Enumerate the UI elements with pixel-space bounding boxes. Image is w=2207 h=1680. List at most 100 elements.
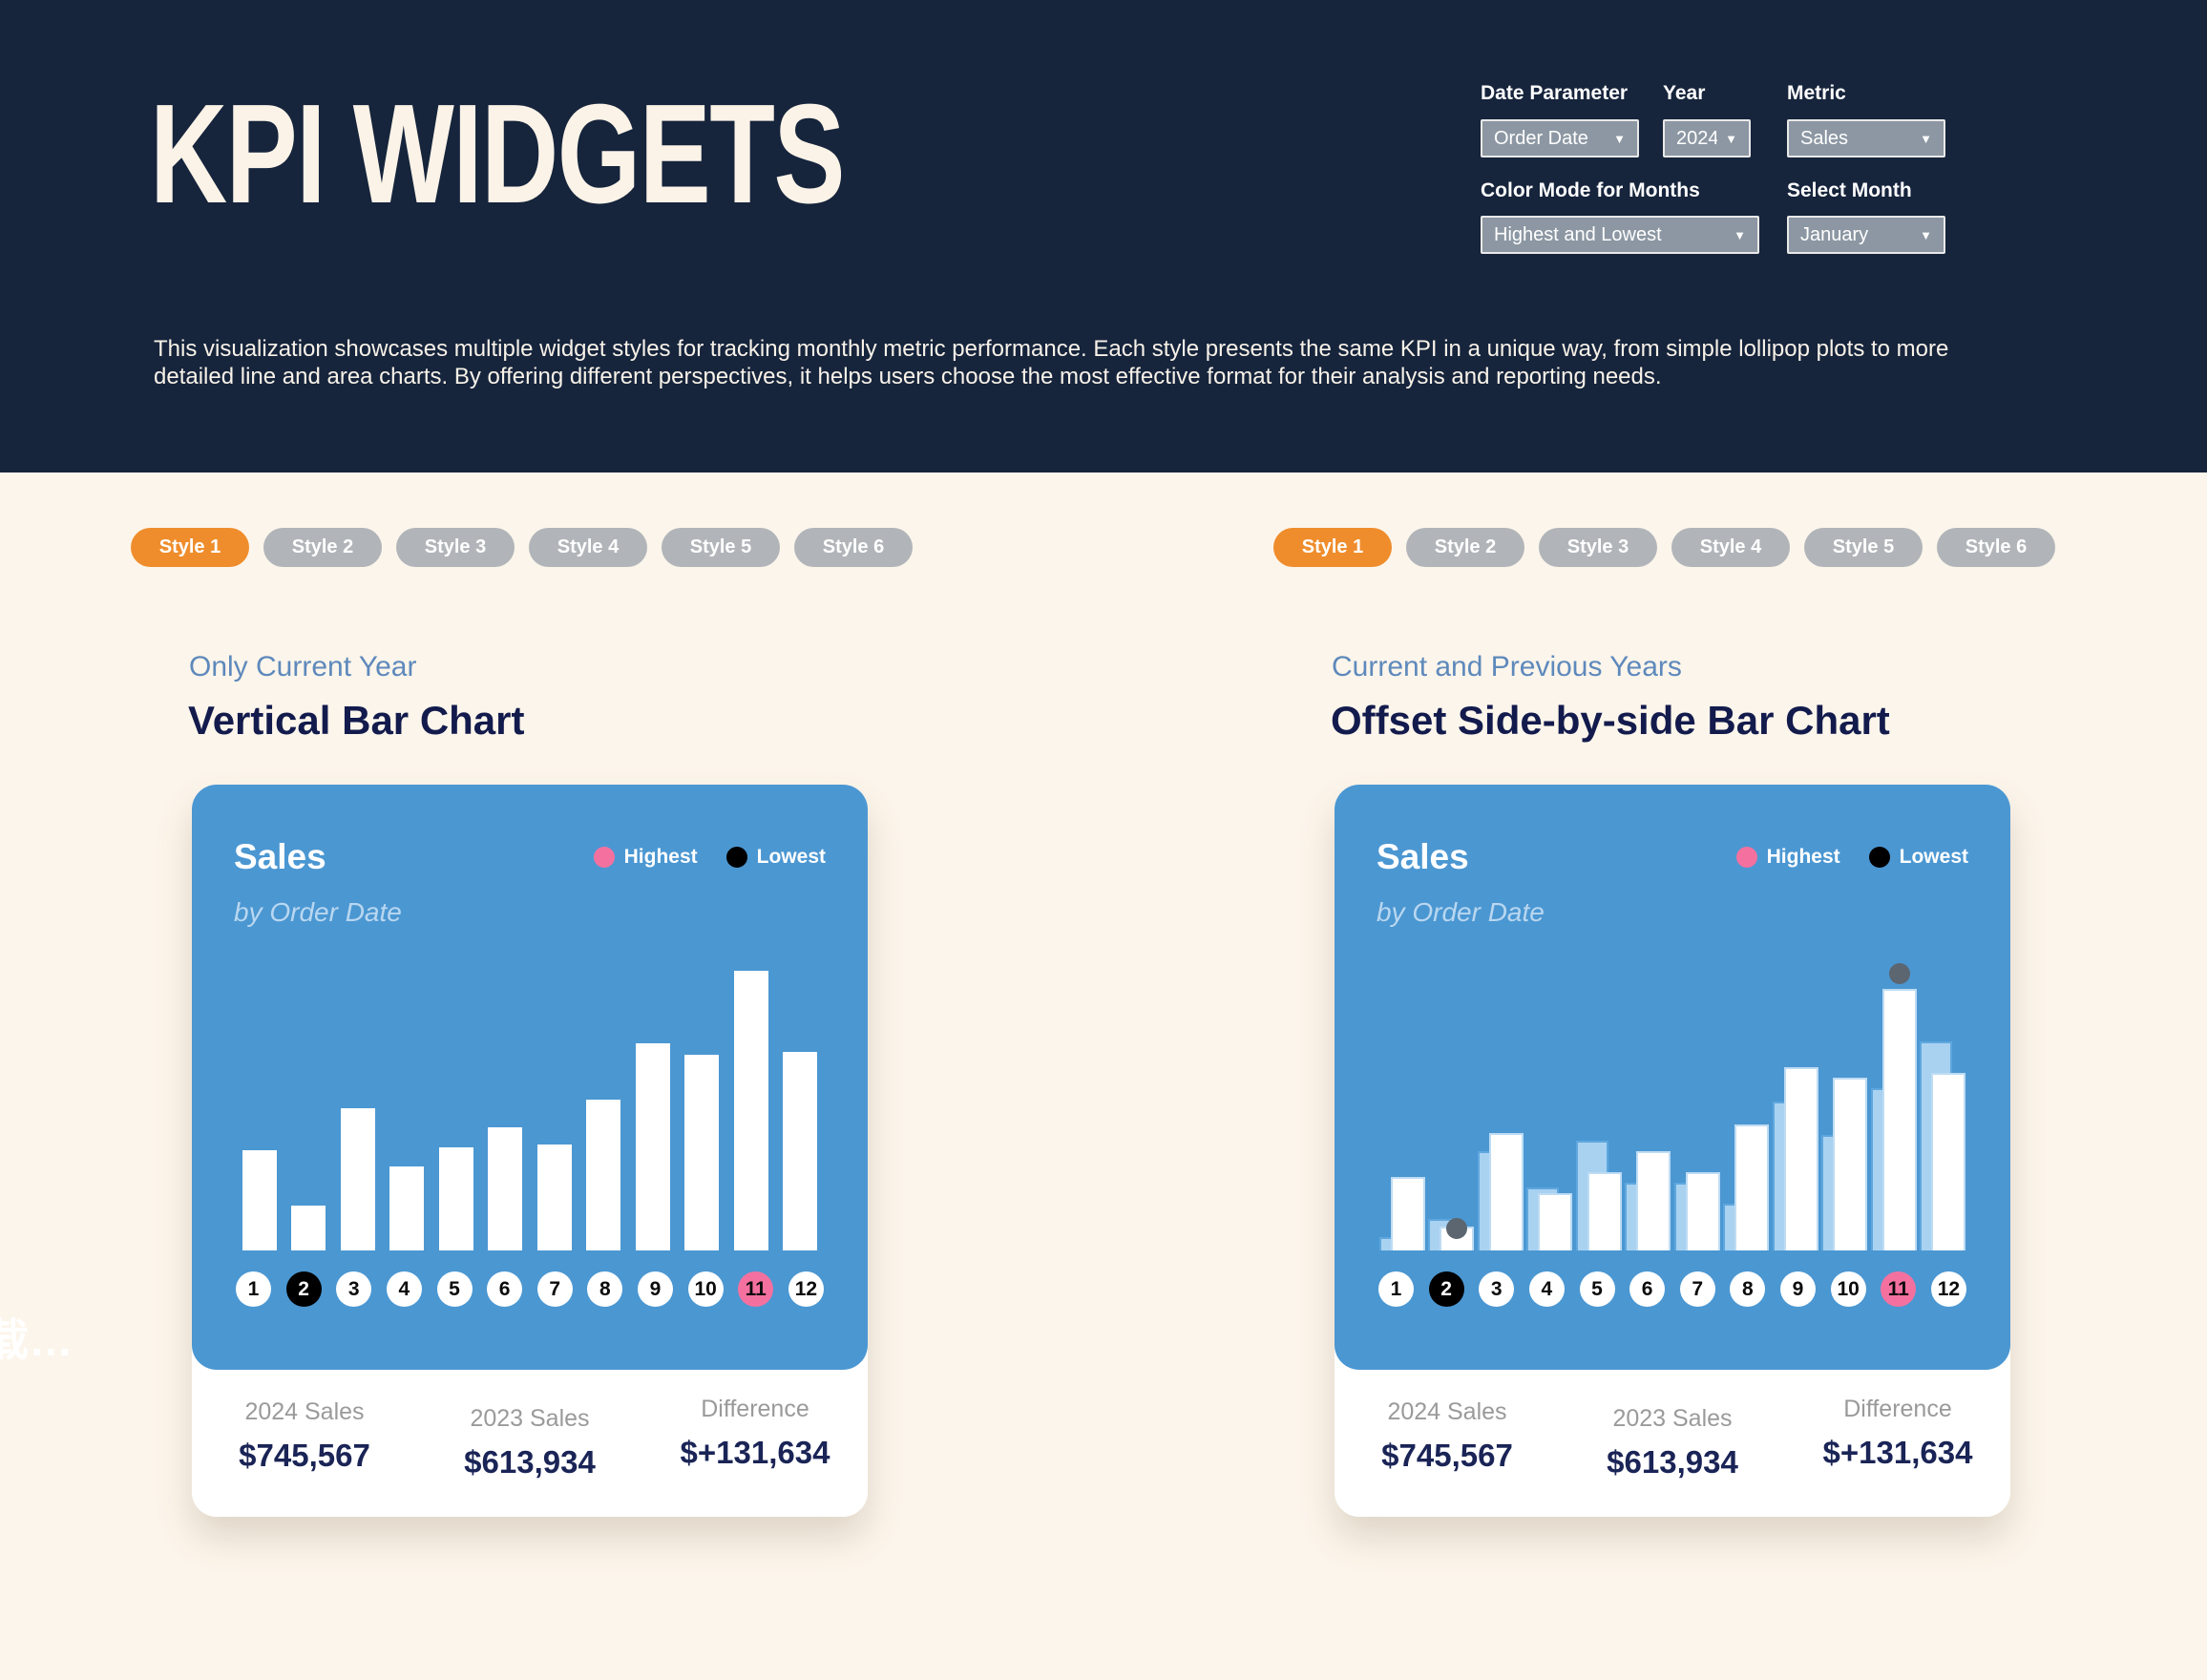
bar-2024-month-9 <box>1783 1067 1818 1250</box>
tab-style-1[interactable]: Style 1 <box>1273 528 1392 567</box>
bar-group-month-1 <box>1378 935 1426 1250</box>
legend-item-highest: Highest <box>593 846 698 869</box>
month-bubble-11[interactable]: 11 <box>738 1271 774 1307</box>
bar-2024-month-8 <box>1734 1124 1770 1250</box>
year-value: 2024 <box>1676 127 1718 149</box>
bar-group-month-6 <box>1624 935 1671 1250</box>
tab-style-2[interactable]: Style 2 <box>1406 528 1524 567</box>
bar-2024-month-10 <box>1833 1078 1868 1250</box>
month-bubble-5[interactable]: 5 <box>436 1271 473 1307</box>
page-header: KPI WIDGETS Date Parameter Order Date ▼ … <box>0 0 2207 472</box>
widget-title: Sales <box>234 837 326 876</box>
bar-2024-month-12 <box>1930 1073 1965 1250</box>
bar-group-month-3 <box>1477 935 1524 1250</box>
month-bubble-9[interactable]: 9 <box>638 1271 673 1307</box>
bar-2024-month-8 <box>586 1100 621 1250</box>
bar-group-month-10 <box>1820 935 1868 1250</box>
legend: Highest Lowest <box>593 846 826 869</box>
month-bubble-4[interactable]: 4 <box>386 1271 422 1307</box>
year-select[interactable]: 2024 ▼ <box>1663 119 1751 158</box>
tab-style-1[interactable]: Style 1 <box>131 528 249 567</box>
tab-style-4[interactable]: Style 4 <box>1671 528 1790 567</box>
month-bubble-4[interactable]: 4 <box>1528 1271 1565 1307</box>
month-bubble-8[interactable]: 8 <box>1730 1271 1766 1307</box>
panel-kicker: Current and Previous Years <box>1332 651 1682 682</box>
tab-style-4[interactable]: Style 4 <box>529 528 647 567</box>
stat-2024-sales: 2024 Sales $745,567 <box>239 1398 370 1473</box>
month-bubble-3[interactable]: 3 <box>336 1271 372 1307</box>
bar-2024-month-4 <box>1538 1193 1573 1250</box>
tab-style-6[interactable]: Style 6 <box>1937 528 2055 567</box>
month-bubble-12[interactable]: 12 <box>1930 1271 1966 1307</box>
bar-2024-month-5 <box>1587 1172 1622 1250</box>
month-bubble-1[interactable]: 1 <box>1378 1271 1414 1307</box>
widget-subtitle: by Order Date <box>234 897 402 927</box>
month-bubble-2[interactable]: 2 <box>1428 1271 1464 1307</box>
color-mode-value: Highest and Lowest <box>1494 223 1662 245</box>
legend-item-lowest: Lowest <box>725 846 826 869</box>
bar-2024-month-3 <box>1488 1133 1524 1250</box>
bar-group-month-7 <box>1673 935 1721 1250</box>
month-bubble-3[interactable]: 3 <box>1479 1271 1515 1307</box>
month-bubble-8[interactable]: 8 <box>587 1271 623 1307</box>
select-month-select[interactable]: January ▼ <box>1787 216 1945 254</box>
date-parameter-label: Date Parameter <box>1481 82 1629 104</box>
month-bubble-10[interactable]: 10 <box>687 1271 724 1307</box>
tab-style-5[interactable]: Style 5 <box>662 528 780 567</box>
month-bubble-6[interactable]: 6 <box>487 1271 523 1307</box>
bar-2024-month-1 <box>242 1150 277 1250</box>
tab-style-5[interactable]: Style 5 <box>1804 528 1923 567</box>
bar-group-month-5 <box>1575 935 1623 1250</box>
month-bubble-11[interactable]: 11 <box>1881 1271 1917 1307</box>
metric-select[interactable]: Sales ▼ <box>1787 119 1945 158</box>
month-bubble-5[interactable]: 5 <box>1579 1271 1615 1307</box>
color-mode-label: Color Mode for Months <box>1481 179 1700 201</box>
month-bubble-10[interactable]: 10 <box>1830 1271 1866 1307</box>
month-bubble-9[interactable]: 9 <box>1780 1271 1816 1307</box>
bar-2024-month-10 <box>684 1055 720 1250</box>
tab-style-3[interactable]: Style 3 <box>1539 528 1657 567</box>
marker-dot-month-2 <box>1446 1218 1468 1239</box>
tab-style-3[interactable]: Style 3 <box>396 528 515 567</box>
widget-stats: 2024 Sales $745,567 2023 Sales $613,934 … <box>192 1370 868 1517</box>
bar-group-month-5 <box>432 935 480 1250</box>
widget-subtitle: by Order Date <box>1377 897 1545 927</box>
chevron-down-icon: ▼ <box>1920 131 1932 146</box>
panel-offset-side-by-side-bar-chart: Style 1 Style 2 Style 3 Style 4 Style 5 Style… <box>1273 514 2066 1517</box>
tab-style-6[interactable]: Style 6 <box>794 528 913 567</box>
month-bubble-7[interactable]: 7 <box>536 1271 573 1307</box>
offset-bar-chart <box>1378 935 1966 1250</box>
stat-2023-sales: 2023 Sales $613,934 <box>1607 1405 1738 1480</box>
tab-style-2[interactable]: Style 2 <box>263 528 382 567</box>
month-bubbles: 1 2 3 4 5 6 7 8 9 10 11 12 <box>236 1271 824 1307</box>
page-title: KPI WIDGETS <box>150 75 845 233</box>
highest-dot-icon <box>593 847 615 868</box>
stat-difference: Difference $+131,634 <box>1822 1396 1973 1470</box>
bar-group-month-3 <box>334 935 382 1250</box>
bar-group-month-4 <box>1525 935 1573 1250</box>
date-parameter-value: Order Date <box>1494 127 1588 149</box>
month-bubble-12[interactable]: 12 <box>788 1271 824 1307</box>
bar-group-month-11 <box>1870 935 1918 1250</box>
bar-group-month-6 <box>481 935 529 1250</box>
month-bubble-6[interactable]: 6 <box>1629 1271 1666 1307</box>
bar-2024-month-7 <box>536 1144 572 1250</box>
metric-label: Metric <box>1787 82 1846 104</box>
month-bubbles: 1 2 3 4 5 6 7 8 9 10 11 12 <box>1378 1271 1966 1307</box>
color-mode-select[interactable]: Highest and Lowest ▼ <box>1481 216 1759 254</box>
bar-group-month-2 <box>284 935 332 1250</box>
loading-text-artifact: 载... <box>0 1315 74 1365</box>
legend: Highest Lowest <box>1735 846 1968 869</box>
bar-2024-month-11 <box>733 971 768 1250</box>
chevron-down-icon: ▼ <box>1734 227 1746 242</box>
month-bubble-2[interactable]: 2 <box>285 1271 322 1307</box>
month-bubble-7[interactable]: 7 <box>1679 1271 1715 1307</box>
month-bubble-1[interactable]: 1 <box>236 1271 271 1307</box>
bar-group-month-4 <box>383 935 431 1250</box>
stat-2023-sales: 2023 Sales $613,934 <box>464 1405 596 1480</box>
date-parameter-select[interactable]: Order Date ▼ <box>1481 119 1639 158</box>
select-month-label: Select Month <box>1787 179 1912 201</box>
kpi-widget-card: Sales Highest Lowest by Order Date <box>1335 785 2010 1517</box>
bar-2024-month-1 <box>1391 1177 1425 1250</box>
